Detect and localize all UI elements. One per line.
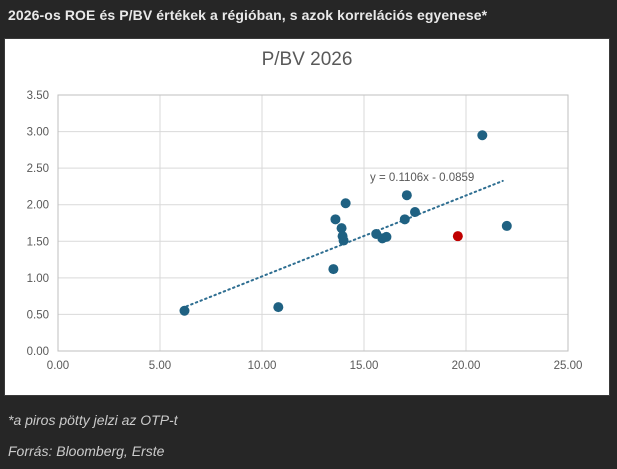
y-tick-label: 3.50	[27, 90, 49, 102]
data-point	[340, 198, 351, 209]
y-tick-label: 3.00	[27, 127, 49, 139]
x-tick-label: 5.00	[149, 360, 171, 372]
scatter-chart: 0.00 0.50 1.00 1.50 2.00 2.50 3.00 3.50 0.00 5.00…	[27, 90, 583, 372]
data-point	[179, 305, 190, 316]
x-tick-label: 15.00	[350, 360, 379, 372]
data-point	[330, 214, 341, 225]
y-tick-label: 2.00	[27, 200, 49, 212]
chart-footnote: *a piros pötty jelzi az OTP-t	[8, 412, 178, 428]
chart-title: P/BV 2026	[261, 49, 353, 70]
plot-border	[57, 94, 569, 352]
y-tick-label: 0.50	[27, 309, 49, 321]
data-point	[399, 214, 410, 225]
data-point	[501, 220, 512, 231]
chart-source: Forrás: Bloomberg, Erste	[8, 443, 165, 459]
data-point	[273, 302, 284, 313]
data-point	[338, 235, 349, 246]
data-point	[410, 207, 420, 218]
otp-data-point	[452, 231, 463, 242]
y-tick-label: 1.00	[27, 273, 49, 285]
y-tick-label: 2.50	[27, 163, 49, 175]
x-tick-label: 20.00	[452, 360, 481, 372]
x-tick-label: 10.00	[248, 360, 277, 372]
trendline-equation: y = 0.1106x - 0.0859	[370, 172, 475, 184]
x-tick-label: 25.00	[554, 360, 583, 372]
data-point	[336, 223, 347, 234]
data-point	[328, 264, 339, 275]
data-point	[477, 130, 488, 141]
data-point	[401, 190, 412, 201]
data-point	[381, 231, 392, 242]
chart-card: P/BV 2026 0.00 0.50 1.00 1.50 2.00 2.50 3.00 3.…	[5, 39, 609, 395]
y-tick-label: 1.50	[27, 236, 49, 248]
y-tick-label: 0.00	[27, 346, 49, 358]
page-title: 2026-os ROE és P/BV értékek a régióban, …	[8, 7, 488, 23]
x-tick-label: 0.00	[47, 360, 69, 372]
